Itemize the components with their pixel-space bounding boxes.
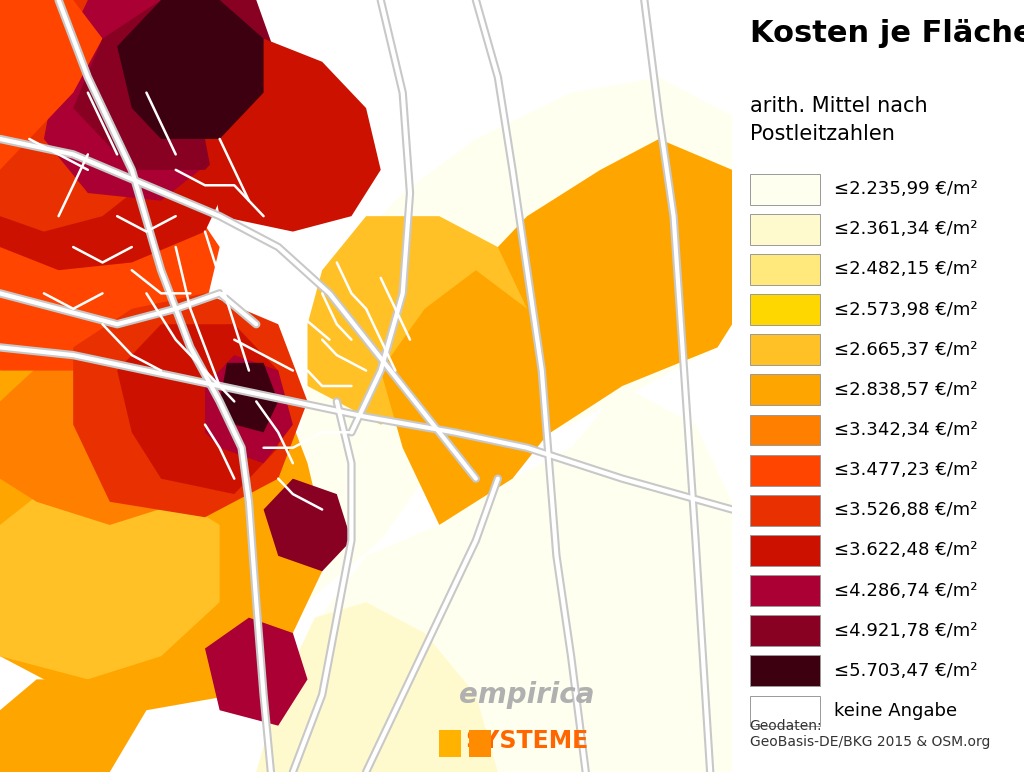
Bar [750, 615, 819, 646]
Bar [439, 730, 461, 757]
Text: ≤3.622,48 €/m²: ≤3.622,48 €/m² [835, 541, 978, 560]
Polygon shape [0, 679, 146, 772]
Bar [469, 730, 490, 757]
Polygon shape [74, 0, 279, 170]
Bar [750, 294, 819, 325]
Text: ≤2.361,34 €/m²: ≤2.361,34 €/m² [835, 220, 978, 239]
Polygon shape [263, 479, 351, 571]
Polygon shape [219, 363, 279, 432]
Text: ≤2.482,15 €/m²: ≤2.482,15 €/m² [835, 260, 978, 279]
Polygon shape [205, 618, 307, 726]
Text: empirica: empirica [460, 681, 595, 709]
Bar [750, 334, 819, 365]
Polygon shape [381, 270, 571, 525]
Text: ≤2.235,99 €/m²: ≤2.235,99 €/m² [835, 180, 978, 198]
Polygon shape [117, 324, 279, 494]
Bar [750, 374, 819, 405]
Bar [750, 655, 819, 686]
Text: arith. Mittel nach
Postleitzahlen: arith. Mittel nach Postleitzahlen [750, 96, 928, 144]
Polygon shape [0, 0, 205, 232]
Polygon shape [0, 324, 256, 525]
Text: SYSTEME: SYSTEME [466, 729, 589, 753]
Bar [750, 696, 819, 726]
Bar [750, 455, 819, 486]
Text: ≤2.838,57 €/m²: ≤2.838,57 €/m² [835, 381, 978, 399]
Polygon shape [44, 0, 256, 201]
Bar [750, 415, 819, 445]
Polygon shape [0, 479, 219, 679]
Text: ≤3.526,88 €/m²: ≤3.526,88 €/m² [835, 501, 978, 520]
Polygon shape [454, 139, 732, 448]
Text: ≤2.665,37 €/m²: ≤2.665,37 €/m² [835, 340, 978, 359]
Bar [750, 174, 819, 205]
Text: ≤3.342,34 €/m²: ≤3.342,34 €/m² [835, 421, 978, 439]
Bar [750, 254, 819, 285]
Polygon shape [0, 15, 234, 270]
Polygon shape [293, 77, 732, 602]
Polygon shape [117, 0, 263, 139]
Text: ≤3.477,23 €/m²: ≤3.477,23 €/m² [835, 461, 978, 479]
Polygon shape [256, 386, 732, 772]
Bar [750, 495, 819, 526]
Text: ≤4.286,74 €/m²: ≤4.286,74 €/m² [835, 581, 978, 600]
Bar [750, 535, 819, 566]
Polygon shape [307, 216, 527, 425]
Text: ≤5.703,47 €/m²: ≤5.703,47 €/m² [835, 662, 978, 680]
Polygon shape [0, 0, 102, 170]
Polygon shape [0, 324, 330, 710]
Polygon shape [0, 170, 219, 371]
Text: ≤4.921,78 €/m²: ≤4.921,78 €/m² [835, 621, 978, 640]
Polygon shape [205, 39, 381, 232]
Text: keine Angabe: keine Angabe [835, 702, 957, 720]
Bar [750, 575, 819, 606]
Text: Geodaten:
GeoBasis-DE/BKG 2015 & OSM.org: Geodaten: GeoBasis-DE/BKG 2015 & OSM.org [750, 719, 990, 749]
Polygon shape [74, 293, 307, 517]
Text: Kosten je Fläche: Kosten je Fläche [750, 19, 1024, 49]
Text: ≤2.573,98 €/m²: ≤2.573,98 €/m² [835, 300, 978, 319]
Bar [750, 214, 819, 245]
Polygon shape [256, 602, 498, 772]
Polygon shape [205, 355, 293, 463]
